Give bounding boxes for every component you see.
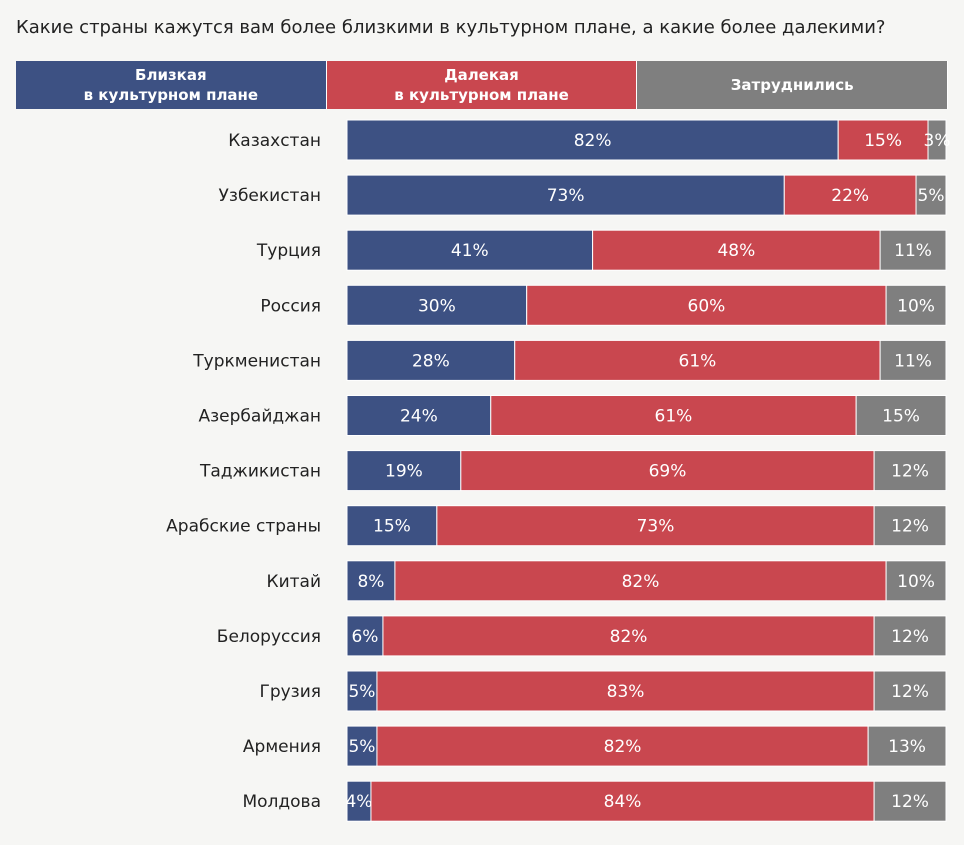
value-label: 30% (418, 296, 456, 316)
value-label: 82% (574, 131, 612, 151)
value-label: 12% (891, 517, 929, 537)
value-label: 73% (637, 517, 675, 537)
category-label: Узбекистан (219, 186, 321, 206)
value-label: 6% (351, 627, 378, 647)
value-label: 82% (604, 737, 642, 757)
bar-segment (885, 284, 947, 326)
bar-segment (873, 450, 947, 492)
bar-segment (867, 725, 947, 767)
bar-segment (873, 615, 947, 657)
category-label: Туркменистан (192, 351, 321, 371)
value-label: 19% (385, 462, 423, 482)
value-label: 48% (717, 241, 755, 261)
value-label: 12% (891, 462, 929, 482)
bar-segment (879, 229, 947, 271)
bar-segment (436, 505, 875, 547)
value-label: 8% (357, 572, 384, 592)
bar-segment (394, 560, 887, 602)
legend-entry: Далекая в культурном плане (326, 61, 638, 109)
value-label: 15% (373, 517, 411, 537)
value-label: 12% (891, 682, 929, 702)
value-label: 24% (400, 407, 438, 427)
value-label: 13% (888, 737, 926, 757)
bar-segment (927, 119, 947, 161)
bar-segment (376, 725, 869, 767)
bar-segment (460, 450, 875, 492)
value-label: 5% (348, 682, 375, 702)
legend-entry: Затруднились (637, 61, 949, 109)
value-label: 22% (831, 186, 869, 206)
bar-segment (370, 780, 875, 822)
value-label: 10% (897, 296, 935, 316)
category-label: Турция (256, 241, 321, 261)
bar-segment (346, 505, 438, 547)
value-label: 12% (891, 627, 929, 647)
value-label: 11% (894, 351, 932, 371)
category-label: Арабские страны (166, 517, 321, 537)
bar-segment (837, 119, 929, 161)
value-label: 5% (918, 186, 945, 206)
value-label: 5% (348, 737, 375, 757)
category-label: Китай (267, 572, 322, 592)
bar-segment (346, 670, 378, 712)
bar-segment (382, 615, 875, 657)
value-label: 84% (604, 792, 642, 812)
bar-segment (592, 229, 881, 271)
value-label: 41% (451, 241, 489, 261)
category-label: Грузия (259, 682, 321, 702)
bar-segment (346, 615, 384, 657)
legend: Близкая в культурном плане Далекая в куль… (16, 61, 949, 109)
bar-segment (855, 395, 947, 436)
category-label: Молдова (242, 792, 321, 812)
category-label: Белоруссия (217, 627, 321, 647)
value-label: 15% (864, 131, 902, 151)
bar-segment (346, 450, 462, 492)
bar-segment (873, 780, 947, 822)
bar-segment (526, 284, 887, 326)
bar-segment (346, 339, 516, 381)
bar-segment (873, 670, 947, 712)
value-label: 28% (412, 351, 450, 371)
value-label: 69% (649, 462, 687, 482)
bar-segment (346, 395, 492, 436)
value-label: 61% (679, 351, 717, 371)
bar-segment (346, 560, 396, 602)
category-label: Россия (260, 296, 321, 316)
bar-segment (915, 174, 947, 216)
value-label: 73% (547, 186, 585, 206)
category-label: Казахстан (228, 131, 321, 151)
category-label: Таджикистан (199, 462, 321, 482)
bar-segment (879, 339, 947, 381)
category-label: Армения (243, 737, 321, 757)
value-label: 83% (607, 682, 645, 702)
bar-segment (346, 229, 594, 271)
value-label: 15% (882, 407, 920, 427)
value-label: 10% (897, 572, 935, 592)
bar-segment (885, 560, 947, 602)
value-label: 82% (622, 572, 660, 592)
category-label: Азербайджан (199, 407, 321, 427)
bar-segment (873, 505, 947, 547)
bar-segment (346, 174, 785, 216)
value-label: 61% (655, 407, 693, 427)
bar-segment (783, 174, 917, 216)
chart-title: Какие страны кажутся вам более близкими … (16, 17, 886, 38)
value-label: 82% (610, 627, 648, 647)
value-label: 3% (924, 131, 951, 151)
value-label: 11% (894, 241, 932, 261)
value-label: 60% (688, 296, 726, 316)
bar-segment (346, 119, 839, 161)
value-label: 12% (891, 792, 929, 812)
value-label: 4% (345, 792, 372, 812)
legend-entry: Близкая в культурном плане (16, 61, 327, 109)
bar-segment (376, 670, 875, 712)
bar-segment (346, 284, 528, 326)
bar-segment (514, 339, 881, 381)
